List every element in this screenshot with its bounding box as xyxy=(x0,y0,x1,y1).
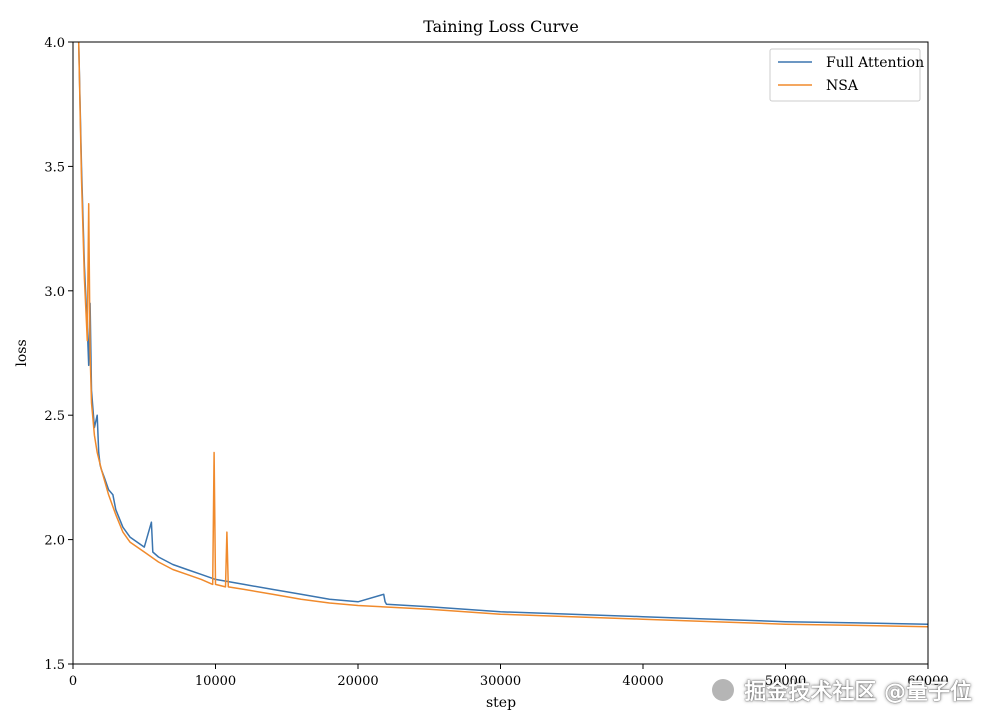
axes: 0 10000 20000 30000 40000 50000 60000 1.5 2.0 2.5… xyxy=(44,36,948,689)
y-tick-label: 3.0 xyxy=(44,285,65,300)
watermark: 掘金技术社区 @量子位 xyxy=(712,674,972,706)
legend: Full Attention NSA xyxy=(769,48,924,102)
watermark-text: 掘金技术社区 @量子位 xyxy=(744,680,972,705)
chart-title: Taining Loss Curve xyxy=(423,17,579,36)
series-layer xyxy=(77,41,929,628)
plot-area xyxy=(72,41,929,665)
series-line-full-attention xyxy=(77,41,929,625)
x-axis-label: step xyxy=(486,695,516,711)
x-tick-label: 50000 xyxy=(765,674,806,689)
y-tick-label: 2.5 xyxy=(44,409,65,424)
y-tick-label: 3.5 xyxy=(44,160,65,175)
series-line-nsa xyxy=(77,41,929,628)
y-axis-label: loss xyxy=(14,339,30,366)
x-tick-label: 60000 xyxy=(907,674,948,689)
y-tick-label: 4.0 xyxy=(44,36,65,51)
x-tick-label: 0 xyxy=(69,674,77,689)
wechat-icon xyxy=(712,679,735,701)
y-tick-label: 2.0 xyxy=(44,534,65,549)
x-tick-label: 20000 xyxy=(337,674,378,689)
x-tick-label: 10000 xyxy=(195,674,236,689)
x-tick-label: 40000 xyxy=(622,674,663,689)
y-tick-label: 1.5 xyxy=(44,658,65,673)
legend-label-nsa: NSA xyxy=(826,78,859,94)
x-tick-label: 30000 xyxy=(480,674,521,689)
legend-label-full-attention: Full Attention xyxy=(826,55,924,71)
